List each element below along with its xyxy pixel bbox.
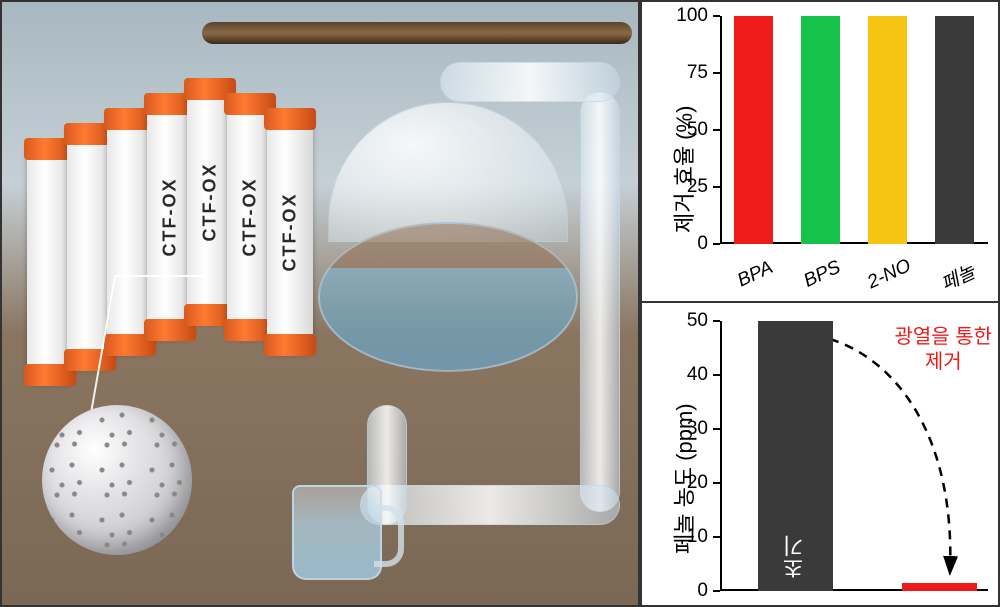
bar xyxy=(734,16,773,244)
filter-column-label: CTF-OX xyxy=(280,193,301,272)
ytick-label: 50 xyxy=(670,310,708,332)
filter-column-label: CTF-OX xyxy=(240,178,261,257)
chart-top-ylabel: 제거 효율 (%) xyxy=(667,63,699,233)
bar: 초기 xyxy=(758,321,833,591)
bar-inner-label: 초기 xyxy=(779,535,811,579)
ytick-mark xyxy=(713,186,720,188)
bar xyxy=(935,16,974,244)
filter-column-label: CTF-OX xyxy=(160,178,181,257)
bar xyxy=(902,583,977,591)
bar xyxy=(868,16,907,244)
ytick-label: 0 xyxy=(664,233,708,255)
ytick-label: 40 xyxy=(670,364,708,386)
ytick-mark xyxy=(713,129,720,131)
ytick-mark xyxy=(713,320,720,322)
ytick-label: 100 xyxy=(664,5,708,27)
ytick-mark xyxy=(713,428,720,430)
ytick-mark xyxy=(713,243,720,245)
filter-column-label: CTF-OX xyxy=(200,163,221,242)
vessel-dome xyxy=(328,102,568,242)
horizontal-pipe xyxy=(202,22,632,44)
ytick-mark xyxy=(713,15,720,17)
chart-top-plot-area xyxy=(720,16,988,244)
ytick-label: 0 xyxy=(670,580,708,602)
sphere-texture xyxy=(42,405,192,555)
xtick-label: 2-NO xyxy=(857,252,921,297)
ytick-mark xyxy=(713,590,720,592)
ytick-label: 10 xyxy=(670,526,708,548)
porous-sphere-inset xyxy=(42,405,192,555)
xtick-label: 페놀 xyxy=(924,252,990,302)
ytick-label: 50 xyxy=(664,119,708,141)
phenol-concentration-chart: 페놀 농도 (ppm) 광열을 통한제거 초기 01020304050 xyxy=(640,303,1000,607)
chart-top-y-axis xyxy=(720,16,722,244)
water-cup xyxy=(292,485,382,580)
ytick-mark xyxy=(713,374,720,376)
left-render-illustration: CTF-OX CTF-OX CTF-OX CTF-OX xyxy=(0,0,640,607)
ytick-label: 30 xyxy=(670,418,708,440)
xtick-label: BPS xyxy=(790,252,854,297)
xtick-label: BPA xyxy=(723,252,787,297)
ytick-mark xyxy=(713,72,720,74)
ytick-mark xyxy=(713,482,720,484)
ytick-mark xyxy=(713,536,720,538)
removal-efficiency-chart: 제거 효율 (%) 0 25 50 75 100 BPABPS2-NO페놀 xyxy=(640,0,1000,303)
tube-vertical-right xyxy=(580,92,620,512)
dome-reactor-vessel xyxy=(318,102,578,382)
bar xyxy=(801,16,840,244)
ytick-label: 75 xyxy=(664,62,708,84)
filter-column: CTF-OX xyxy=(267,112,313,352)
chart-bottom-plot-area: 광열을 통한제거 초기 xyxy=(720,321,988,591)
right-charts-panel: 제거 효율 (%) 0255075100BPABPS2-NO페놀 페놀 농도 (… xyxy=(640,0,1000,607)
ytick-label: 20 xyxy=(670,472,708,494)
vessel-bowl xyxy=(318,222,578,372)
ytick-label: 25 xyxy=(664,176,708,198)
tube-horizontal-top xyxy=(440,62,620,102)
